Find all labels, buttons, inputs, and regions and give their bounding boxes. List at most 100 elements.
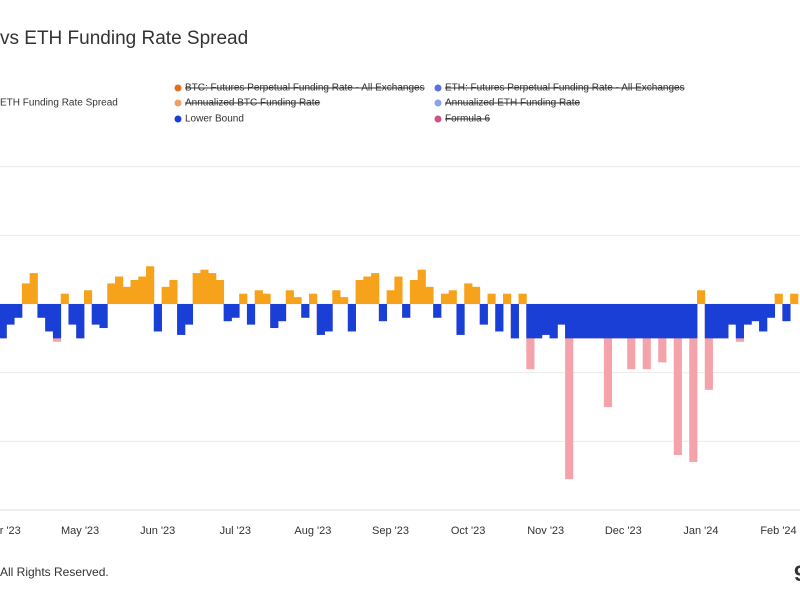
legend-label: ETH Funding Rate Spread <box>0 98 118 109</box>
bar <box>611 304 620 339</box>
bar <box>52 304 62 339</box>
bar <box>759 304 768 332</box>
bar <box>21 283 31 304</box>
bar <box>394 276 403 304</box>
bar <box>510 304 519 339</box>
bar <box>534 304 543 339</box>
x-tick-label: Oct '23 <box>451 525 486 537</box>
bar <box>627 304 636 339</box>
chart-title: vs ETH Funding Rate Spread <box>0 28 248 49</box>
bar <box>386 290 395 304</box>
bar <box>471 286 481 304</box>
bar <box>402 304 411 318</box>
bar <box>735 304 744 339</box>
x-tick-label: Dec '23 <box>605 525 642 537</box>
bar <box>572 304 582 339</box>
bar <box>409 279 419 304</box>
legend-swatch <box>174 115 182 123</box>
bar <box>665 304 675 339</box>
bar <box>91 304 100 325</box>
bar <box>223 304 232 322</box>
bar <box>697 290 706 304</box>
legend-label: Formula 6 <box>445 114 490 125</box>
bar <box>565 304 574 339</box>
bar <box>239 293 248 304</box>
bar <box>363 276 372 304</box>
bar <box>634 304 644 339</box>
bar <box>642 304 651 339</box>
bar <box>169 279 178 304</box>
bar <box>246 304 256 325</box>
bar <box>153 304 162 332</box>
bar <box>751 304 760 322</box>
bar <box>371 273 380 304</box>
legend-label: BTC: Futures Perpetual Funding Rate - Al… <box>185 83 425 94</box>
bar <box>231 304 240 318</box>
bar <box>208 273 217 304</box>
bar <box>456 304 465 335</box>
bar <box>479 304 488 325</box>
bar <box>487 293 496 304</box>
bar <box>448 290 457 304</box>
bar <box>192 273 201 304</box>
legend-label: Annualized ETH Funding Rate <box>445 98 581 109</box>
bar <box>518 293 527 304</box>
legend-label: ETH: Futures Perpetual Funding Rate - Al… <box>445 83 685 94</box>
bar <box>673 304 682 456</box>
legend-swatch <box>434 84 442 92</box>
bar <box>440 293 450 304</box>
legend-swatch <box>174 84 182 92</box>
bar <box>29 273 38 304</box>
bar <box>293 297 302 304</box>
bar <box>596 304 605 339</box>
bar <box>782 304 791 322</box>
bar <box>681 304 690 339</box>
bar <box>603 304 613 407</box>
bar <box>161 286 170 304</box>
bar <box>588 304 597 339</box>
bar <box>712 304 721 339</box>
bar <box>0 304 7 339</box>
bar <box>138 276 147 304</box>
bar <box>557 304 566 325</box>
legend-swatch <box>434 115 442 123</box>
bar <box>277 304 287 322</box>
bar <box>766 304 776 318</box>
bar <box>14 304 23 318</box>
footer: All Rights Reserved. <box>0 565 109 579</box>
bar <box>60 293 69 304</box>
bar <box>76 304 85 339</box>
x-tick-label: Nov '23 <box>527 525 564 537</box>
legend-label: Lower Bound <box>185 114 244 125</box>
bar <box>316 304 325 335</box>
bar <box>433 304 442 318</box>
bar <box>495 304 504 332</box>
bar <box>130 279 139 304</box>
legend-swatch <box>174 99 182 107</box>
bar <box>619 304 628 339</box>
bar <box>541 304 550 335</box>
x-tick-label: Jun '23 <box>140 525 175 537</box>
bar <box>340 297 349 304</box>
bar <box>99 304 108 329</box>
bar <box>689 304 698 462</box>
x-tick-label: r '23 <box>0 525 21 537</box>
bar <box>378 304 388 322</box>
bar <box>580 304 589 339</box>
bar <box>650 304 659 339</box>
bar <box>658 304 667 339</box>
bar <box>37 304 46 318</box>
bar <box>332 290 341 304</box>
bar <box>728 304 737 325</box>
x-tick-label: Feb '24 <box>760 525 796 537</box>
bar <box>254 290 263 304</box>
bar <box>68 304 77 325</box>
bar <box>425 286 434 304</box>
bar <box>200 269 209 304</box>
legend-swatch <box>434 99 442 107</box>
bar <box>301 304 310 318</box>
bar <box>177 304 186 335</box>
x-tick-label: Aug '23 <box>294 525 331 537</box>
